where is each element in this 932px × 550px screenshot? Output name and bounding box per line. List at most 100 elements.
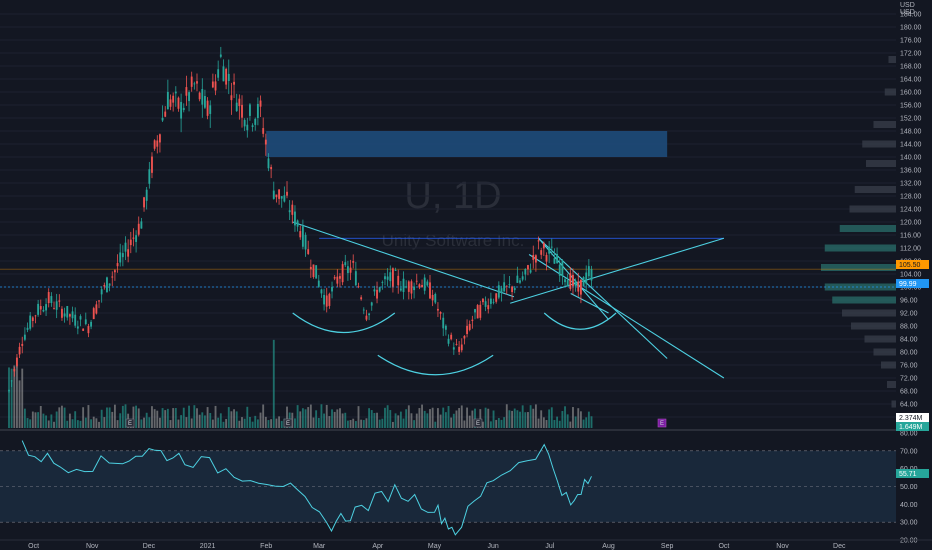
candle[interactable] xyxy=(50,296,53,304)
candle[interactable] xyxy=(566,280,569,287)
candle[interactable] xyxy=(251,125,254,128)
candle[interactable] xyxy=(352,261,355,263)
candle[interactable] xyxy=(113,270,116,273)
candle[interactable] xyxy=(23,334,26,340)
candle[interactable] xyxy=(161,117,164,121)
candle[interactable] xyxy=(79,316,82,320)
candle[interactable] xyxy=(434,293,437,303)
candle[interactable] xyxy=(87,326,90,334)
candle[interactable] xyxy=(174,91,177,94)
candle[interactable] xyxy=(362,309,365,311)
candle[interactable] xyxy=(90,321,93,327)
earnings-marker[interactable]: E xyxy=(125,418,135,428)
candle[interactable] xyxy=(439,312,442,314)
candle[interactable] xyxy=(426,281,429,286)
candle[interactable] xyxy=(103,285,106,287)
candle[interactable] xyxy=(452,347,455,350)
candle[interactable] xyxy=(63,313,66,317)
earnings-marker[interactable]: E xyxy=(283,418,293,428)
time-axis[interactable]: Oct Nov Dec 2021 Feb Mar Apr May Jun Jul Aug Sep Oct… xyxy=(0,539,932,550)
candle[interactable] xyxy=(500,288,503,293)
candle[interactable] xyxy=(256,103,259,119)
candle[interactable] xyxy=(492,301,495,303)
candles[interactable] xyxy=(8,46,593,393)
candle[interactable] xyxy=(45,304,47,311)
candle[interactable] xyxy=(495,293,498,302)
candle[interactable] xyxy=(357,286,360,288)
candle[interactable] xyxy=(259,100,262,107)
candle[interactable] xyxy=(331,286,333,292)
candle[interactable] xyxy=(47,292,50,304)
candle[interactable] xyxy=(339,276,341,279)
candle[interactable] xyxy=(389,272,392,282)
candle[interactable] xyxy=(241,104,243,118)
candle[interactable] xyxy=(209,105,212,114)
candle[interactable] xyxy=(280,196,283,199)
candle[interactable] xyxy=(540,250,543,255)
candle[interactable] xyxy=(516,275,519,283)
candle[interactable] xyxy=(95,304,98,314)
candle[interactable] xyxy=(153,140,156,149)
candle[interactable] xyxy=(151,156,153,173)
candle[interactable] xyxy=(264,139,267,145)
candle[interactable] xyxy=(328,293,331,306)
candle[interactable] xyxy=(418,284,421,288)
earnings-marker[interactable]: E xyxy=(657,418,667,428)
candle[interactable] xyxy=(211,81,214,88)
candle[interactable] xyxy=(354,271,357,286)
candle[interactable] xyxy=(421,284,423,288)
candle[interactable] xyxy=(537,240,540,242)
candle[interactable] xyxy=(172,95,175,103)
candle[interactable] xyxy=(246,124,249,131)
candle[interactable] xyxy=(116,263,119,267)
candle[interactable] xyxy=(66,306,69,318)
candle[interactable] xyxy=(278,189,280,199)
candle[interactable] xyxy=(18,346,21,355)
candle[interactable] xyxy=(482,298,484,303)
candle[interactable] xyxy=(222,66,225,82)
candle[interactable] xyxy=(92,308,95,320)
candle[interactable] xyxy=(124,242,127,252)
candle[interactable] xyxy=(373,289,376,292)
candle[interactable] xyxy=(61,308,63,318)
candle[interactable] xyxy=(26,327,29,330)
candle[interactable] xyxy=(479,304,482,318)
candle[interactable] xyxy=(529,270,532,273)
candle[interactable] xyxy=(214,81,217,91)
price-axis[interactable]: USD USD 184.00 180.00 176.00 172.00 168.00 16… xyxy=(896,0,932,550)
candle[interactable] xyxy=(286,191,288,196)
candle[interactable] xyxy=(76,326,79,329)
candle[interactable] xyxy=(333,277,336,279)
candle[interactable] xyxy=(519,280,521,283)
candle[interactable] xyxy=(360,297,363,300)
candle[interactable] xyxy=(204,95,206,108)
candle[interactable] xyxy=(158,134,161,143)
candle[interactable] xyxy=(143,197,145,208)
candle[interactable] xyxy=(39,306,42,310)
candle[interactable] xyxy=(8,390,10,392)
candle[interactable] xyxy=(553,258,556,264)
candle[interactable] xyxy=(476,305,479,319)
candle[interactable] xyxy=(254,118,257,125)
candle[interactable] xyxy=(68,314,71,317)
candle[interactable] xyxy=(249,104,251,116)
candle[interactable] xyxy=(84,319,87,325)
candle[interactable] xyxy=(365,315,368,320)
candle[interactable] xyxy=(590,269,593,281)
candle[interactable] xyxy=(564,279,566,283)
candle[interactable] xyxy=(106,277,108,293)
candle[interactable] xyxy=(230,95,233,101)
candle[interactable] xyxy=(270,167,273,170)
candle[interactable] xyxy=(53,307,55,309)
candle[interactable] xyxy=(34,315,37,317)
earnings-marker[interactable]: E xyxy=(473,418,483,428)
candle[interactable] xyxy=(497,285,500,298)
candle[interactable] xyxy=(132,237,135,239)
candle[interactable] xyxy=(349,267,352,273)
candle[interactable] xyxy=(402,278,405,293)
candle[interactable] xyxy=(341,264,344,283)
candle[interactable] xyxy=(137,223,140,235)
candle[interactable] xyxy=(585,272,588,284)
candle[interactable] xyxy=(376,289,378,299)
